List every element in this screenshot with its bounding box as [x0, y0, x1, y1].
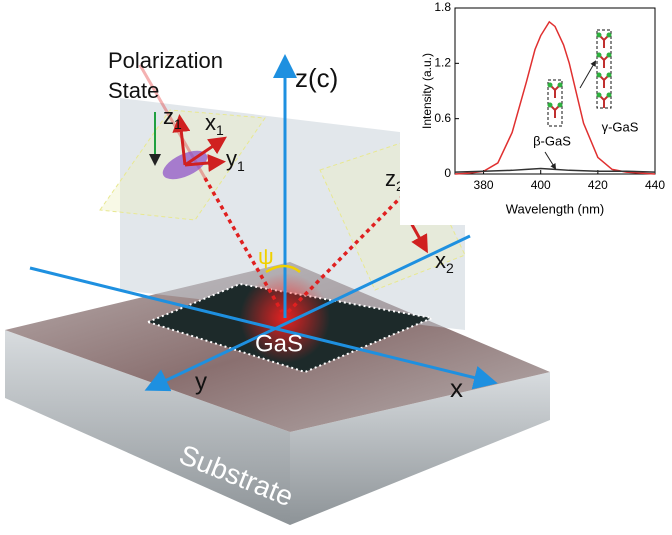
frame-arrow — [172, 114, 191, 166]
frame-label: y1 — [226, 146, 245, 174]
plot-frame — [454, 7, 656, 175]
data-line — [454, 20, 656, 175]
frame-label: x2 — [435, 248, 454, 276]
frame-arrow — [184, 136, 227, 167]
crystal-atom — [606, 52, 612, 58]
x-tick-label: 420 — [588, 178, 608, 192]
polarization-plane — [319, 139, 466, 291]
frame-label-sub: 1 — [174, 116, 182, 132]
scene — [5, 54, 550, 525]
crystal-atom — [596, 52, 602, 58]
frame-label-base: x — [435, 248, 446, 273]
data-line — [454, 167, 656, 173]
x-tick-label: 380 — [474, 178, 494, 192]
y-axis-title: Intensity (a.u.) — [420, 53, 434, 129]
frame-arrow — [184, 154, 226, 172]
crystal-atom — [596, 72, 602, 78]
axis-label: z(c) — [295, 63, 338, 93]
frame-label-base: y — [226, 146, 237, 171]
incident-beam — [203, 177, 284, 313]
annotation-arrow — [544, 151, 557, 170]
label: State — [108, 78, 159, 103]
inset: 380 400 420 440 0 0.6 1.2 1.8 Wavelength (nm) Int… — [400, 0, 672, 225]
sample-label: GaS — [255, 330, 303, 357]
crystal-atom — [606, 92, 612, 98]
annotation: γ-GaS — [602, 119, 639, 134]
y-tick-label: 1.2 — [434, 56, 451, 70]
y-axis — [144, 234, 471, 392]
crystal-atom — [606, 32, 612, 38]
angle-arc — [265, 264, 301, 274]
crystal-box — [596, 29, 612, 109]
inset-background — [400, 0, 672, 225]
frame-label: x1 — [205, 110, 224, 138]
reflected-beam — [286, 196, 402, 314]
label: Polarization — [108, 48, 223, 73]
y-tick-label: 0.6 — [434, 111, 451, 125]
crystal-atom — [557, 102, 563, 108]
frame-label-base: z — [385, 166, 396, 191]
axis-label: y — [195, 368, 207, 395]
substrate-side — [290, 372, 550, 525]
substrate-side — [5, 330, 290, 525]
x-axis-title: Wavelength (nm) — [506, 201, 605, 216]
crystal-atom — [596, 92, 602, 98]
frame-label-base: z — [163, 104, 174, 129]
angle-label: ψ — [258, 244, 274, 269]
frame-label: z1 — [163, 104, 182, 132]
x-axis — [29, 266, 498, 390]
frame-label-sub: 1 — [237, 158, 245, 174]
x-tick-label: 400 — [531, 178, 551, 192]
crystal-box — [547, 79, 563, 127]
crystal-atom — [596, 32, 602, 38]
y-tick-label: 1.8 — [434, 0, 451, 14]
frame-label-sub: 1 — [216, 122, 224, 138]
frame-label-base: x — [205, 110, 216, 135]
annotation: β-GaS — [533, 133, 571, 148]
y-tick-label: 0 — [444, 166, 451, 180]
crystal-atom — [547, 102, 553, 108]
crystal-atom — [557, 82, 563, 88]
annotation-arrow — [579, 60, 596, 89]
crystal-atom — [606, 72, 612, 78]
frame-label-sub: 2 — [446, 260, 454, 276]
axis-label: x — [450, 373, 463, 403]
crystal-atom — [547, 82, 553, 88]
x-tick-label: 440 — [645, 178, 665, 192]
